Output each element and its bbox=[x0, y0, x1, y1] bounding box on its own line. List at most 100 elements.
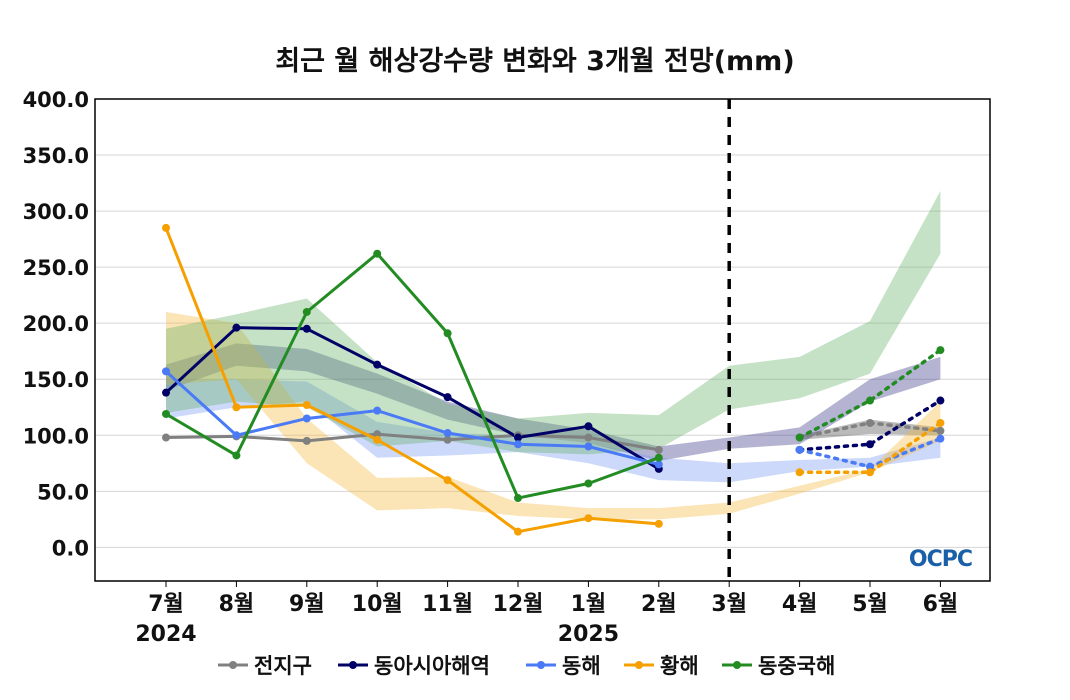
forecast-point bbox=[936, 396, 945, 405]
y-axis: 0.0 50.0 100.0 150.0 200.0 250.0 300.0 350.0 400… bbox=[23, 88, 89, 560]
x-tick-label: 7월 bbox=[148, 592, 184, 617]
data-point bbox=[162, 367, 170, 376]
x-tick-label: 3월 bbox=[711, 592, 747, 617]
legend-label: 황해 bbox=[660, 654, 699, 678]
data-point bbox=[654, 445, 663, 454]
range-bands bbox=[166, 190, 941, 520]
legend-swatch-marker bbox=[537, 661, 545, 669]
data-point bbox=[514, 440, 522, 449]
legend-swatch-marker bbox=[635, 661, 643, 669]
range-band bbox=[166, 311, 659, 520]
plot-frame bbox=[94, 98, 991, 582]
data-point bbox=[373, 430, 382, 439]
data-point bbox=[584, 422, 593, 431]
data-point bbox=[443, 429, 452, 438]
forecast-point bbox=[795, 445, 804, 454]
x-tick-label: 10월 bbox=[352, 592, 403, 617]
data-point bbox=[584, 479, 593, 488]
data-point bbox=[162, 409, 170, 418]
data-point bbox=[232, 451, 241, 460]
data-point bbox=[514, 433, 522, 442]
forecast-range-band bbox=[658, 190, 941, 449]
data-point bbox=[373, 360, 382, 369]
data-point bbox=[302, 401, 311, 410]
data-point bbox=[162, 223, 170, 232]
data-point bbox=[443, 329, 452, 338]
legend-item: 전지구 bbox=[218, 654, 312, 678]
data-point bbox=[302, 307, 311, 316]
data-point bbox=[443, 393, 452, 402]
y-tick-label: 200.0 bbox=[23, 312, 89, 336]
data-point bbox=[302, 414, 311, 423]
y-tick-label: 50.0 bbox=[37, 480, 89, 504]
x-tick-label: 11월 bbox=[422, 592, 473, 617]
data-point bbox=[373, 406, 382, 415]
forecast-range-band bbox=[658, 356, 941, 462]
forecast-range-band bbox=[658, 437, 941, 483]
y-tick-label: 350.0 bbox=[23, 144, 89, 168]
series-points bbox=[162, 223, 945, 536]
series-line bbox=[164, 326, 660, 471]
forecast-point bbox=[936, 418, 945, 427]
forecast-point bbox=[936, 426, 945, 435]
data-point bbox=[584, 514, 593, 523]
series-line bbox=[164, 227, 659, 534]
y-tick-label: 400.0 bbox=[23, 88, 89, 112]
series-line bbox=[165, 432, 660, 452]
forecast-point bbox=[866, 440, 874, 449]
data-point bbox=[443, 435, 452, 444]
chart-title: 최근 월 해상강수량 변화와 3개월 전망(mm) bbox=[275, 46, 794, 77]
ocpc-logo: OCPC bbox=[909, 547, 972, 572]
x-year-label: 2025 bbox=[558, 622, 619, 647]
data-point bbox=[162, 433, 170, 442]
x-tick-label: 6월 bbox=[923, 592, 959, 617]
legend-swatch-marker bbox=[733, 661, 741, 669]
legend-item: 황해 bbox=[624, 654, 699, 678]
x-tick-label: 4월 bbox=[782, 592, 818, 617]
y-tick-label: 300.0 bbox=[23, 200, 89, 224]
range-band bbox=[166, 298, 659, 455]
legend-label: 동아시아해역 bbox=[374, 654, 490, 678]
x-tick-label: 12월 bbox=[493, 592, 544, 617]
data-point bbox=[654, 453, 663, 462]
legend-label: 동중국해 bbox=[758, 654, 835, 678]
legend-item: 동아시아해역 bbox=[338, 654, 490, 678]
legend-label: 전지구 bbox=[254, 654, 312, 678]
data-point bbox=[232, 431, 241, 440]
data-point bbox=[514, 527, 522, 536]
x-tick-label: 1월 bbox=[571, 592, 607, 617]
data-point bbox=[584, 433, 593, 442]
series-line bbox=[165, 252, 660, 500]
data-point bbox=[373, 249, 382, 258]
forecast-point bbox=[866, 462, 874, 471]
forecast-point bbox=[936, 346, 945, 355]
x-year-label: 2024 bbox=[135, 622, 196, 647]
data-point bbox=[514, 494, 522, 503]
forecast-point bbox=[866, 418, 874, 427]
data-point bbox=[302, 324, 311, 333]
data-point bbox=[443, 476, 452, 485]
forecast-range-band bbox=[658, 401, 941, 520]
legend-label: 동해 bbox=[562, 654, 601, 678]
forecast-point bbox=[795, 468, 804, 477]
y-tick-label: 0.0 bbox=[52, 536, 89, 560]
data-point bbox=[162, 388, 170, 397]
forecast-point bbox=[795, 433, 804, 442]
data-point bbox=[584, 442, 593, 451]
y-tick-label: 150.0 bbox=[23, 368, 89, 392]
forecast-range-band bbox=[799, 419, 941, 440]
forecast-point bbox=[866, 396, 874, 405]
x-axis: 7월 8월 9월 10월 11월 12월 1월 2월 3월 4월 5월 6월 2024 2025 bbox=[135, 581, 958, 647]
y-tick-label: 250.0 bbox=[23, 256, 89, 280]
legend-swatch-marker bbox=[349, 661, 357, 669]
x-tick-label: 5월 bbox=[852, 592, 888, 617]
data-point bbox=[654, 460, 663, 469]
x-tick-label: 9월 bbox=[289, 592, 325, 617]
range-band bbox=[166, 343, 659, 462]
x-tick-label: 2월 bbox=[641, 592, 677, 617]
legend: 전지구 동아시아해역 동해 황해 동중국해 bbox=[218, 654, 835, 678]
data-point bbox=[654, 519, 663, 528]
y-tick-label: 100.0 bbox=[23, 424, 89, 448]
data-point bbox=[373, 435, 382, 444]
